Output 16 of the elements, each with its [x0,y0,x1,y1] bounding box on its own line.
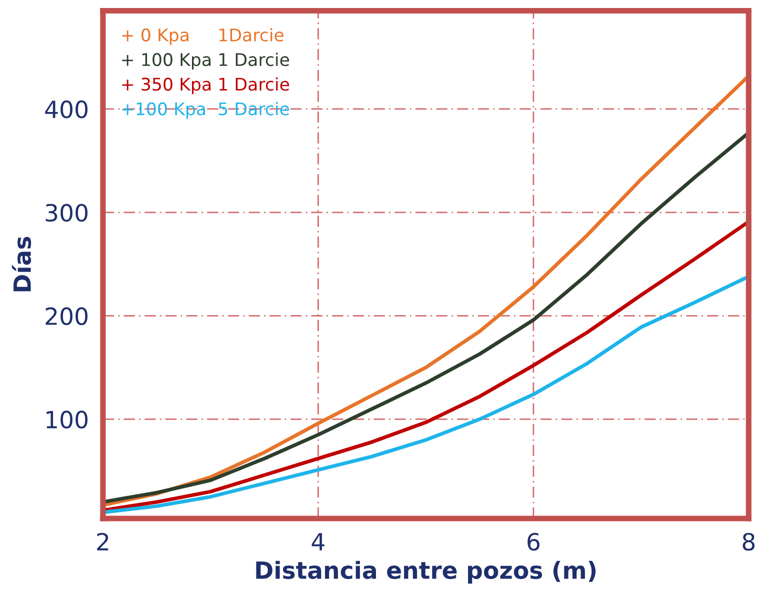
line-series [102,274,749,514]
y-tick-label: 200 [46,307,88,326]
text: + 100 Kpa 1 Darcie [122,52,290,70]
x-tick-label: 8 [742,532,755,551]
x-tick-label: 6 [528,532,540,551]
text: +100 Kpa 5 Darcie [122,102,290,119]
text: + 0 Kpa 1Darcie [122,28,284,45]
y-tick-label: 300 [46,204,88,222]
x-tick-label: 4 [312,533,324,550]
x-axis-title: Distancia entre pozos (m) [256,560,596,584]
line-series [102,220,749,512]
y-tick-label: 400 [45,100,88,118]
y-axis-title: Días [12,236,32,292]
text: + 350 Kpa 1 Darcie [122,77,290,94]
x-tick-label: 2 [97,532,108,550]
y-tick-label: 100 [46,410,88,429]
